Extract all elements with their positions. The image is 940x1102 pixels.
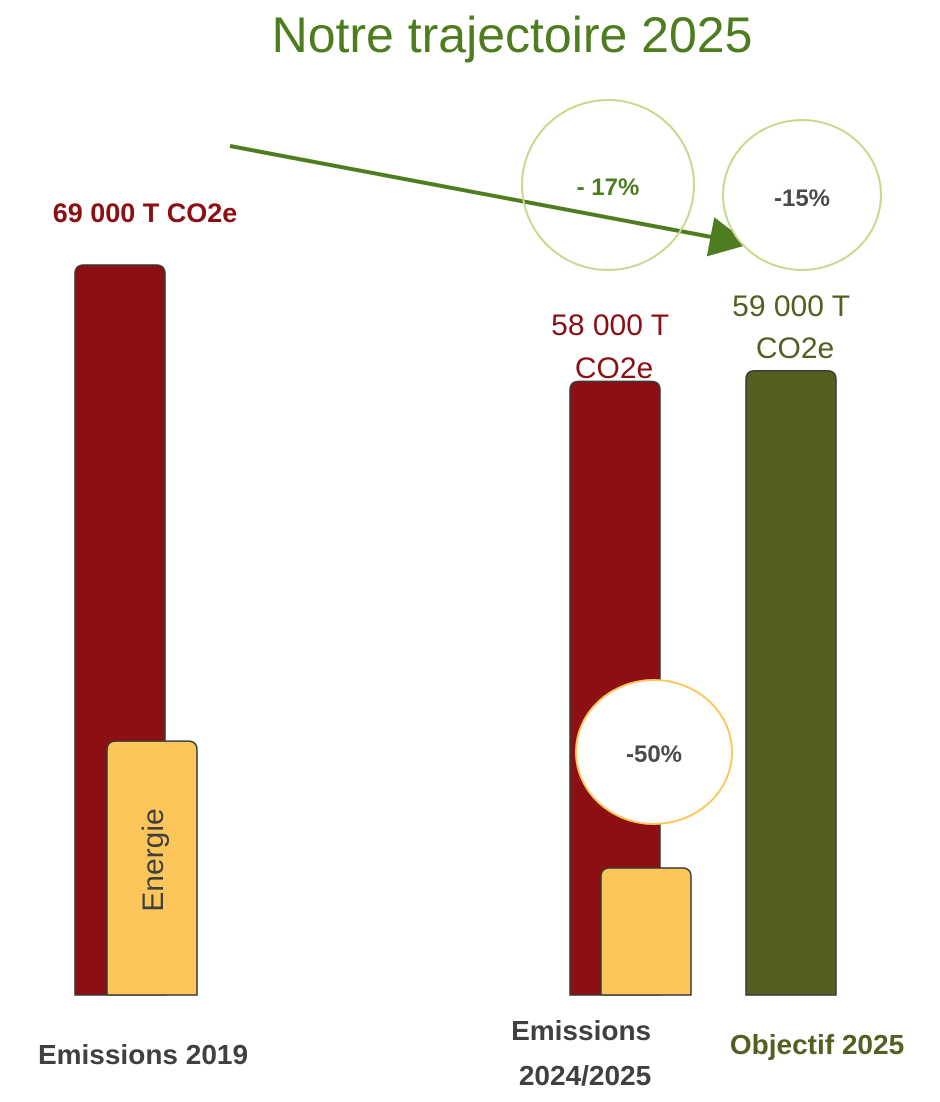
category-label-objectif-2025: Objectif 2025	[730, 1029, 904, 1060]
badge-circle	[722, 119, 882, 271]
value-label-objectif-2025: 59 000 T CO2e	[732, 290, 858, 365]
bar-energie-2019	[106, 740, 198, 996]
badge-minus-17: - 17%	[521, 99, 695, 271]
category-label-2024-2025: Emissions 2024/2025	[511, 1015, 659, 1091]
badge-text: -50%	[626, 741, 682, 768]
bar-total-objectif-2025	[745, 370, 837, 996]
bars-group	[74, 264, 837, 996]
chart-title: Notre trajectoire 2025	[272, 7, 753, 63]
trend-arrow	[229, 144, 750, 257]
badge-text: -15%	[774, 185, 830, 212]
bar-total-2024-2025	[569, 380, 661, 996]
badge-minus-50: -50%	[575, 679, 733, 825]
bar-energie-2024-2025	[600, 867, 692, 996]
badge-circle	[521, 99, 695, 271]
category-label-2019: Emissions 2019	[38, 1039, 248, 1070]
badge-text: - 17%	[577, 174, 640, 201]
segment-label-energie: Energie	[137, 808, 170, 911]
value-label-2019: 69 000 T CO2e	[53, 198, 238, 228]
badge-minus-15: -15%	[722, 119, 882, 271]
value-label-2024-2025: 58 000 T CO2e	[551, 309, 677, 385]
badge-circle	[575, 679, 733, 825]
